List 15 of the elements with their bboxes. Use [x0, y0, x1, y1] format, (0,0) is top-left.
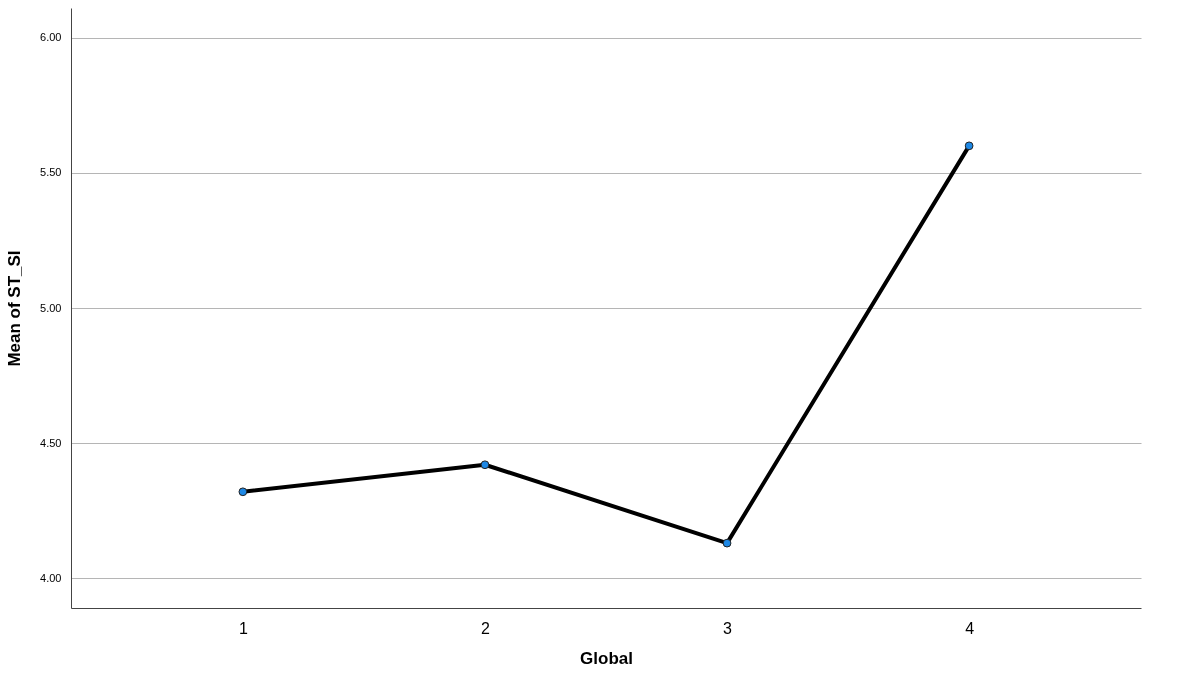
y-tick-label: 5.50 — [40, 166, 62, 179]
x-axis-title: Global — [580, 648, 633, 668]
y-tick-label: 4.50 — [40, 436, 62, 449]
point — [964, 141, 974, 151]
x-tick-label: 2 — [481, 619, 491, 637]
x-tick-label: 4 — [965, 619, 975, 637]
y-axis-title: Mean of ST_SI — [5, 250, 25, 367]
y-tick-label: 5.00 — [40, 301, 62, 314]
x-tick-label: 3 — [723, 619, 733, 637]
point — [238, 487, 248, 497]
point — [480, 460, 490, 470]
point — [722, 538, 732, 548]
x-tick-label: 1 — [238, 619, 248, 637]
y-tick-label: 4.00 — [40, 571, 62, 584]
y-tick-label: 6.00 — [40, 31, 62, 44]
